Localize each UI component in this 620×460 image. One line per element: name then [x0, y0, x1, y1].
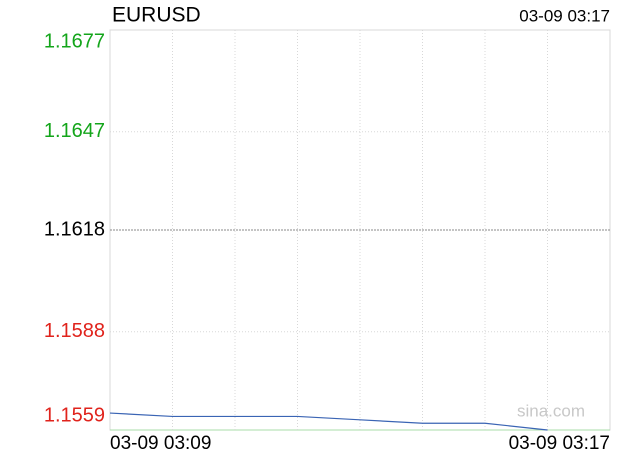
price-line [109, 412, 548, 431]
chart-title: EURUSD [112, 4, 201, 27]
timestamp: 03-09 03:17 [519, 6, 610, 25]
y-tick-label: 1.1559 [44, 404, 105, 426]
y-tick-label: 1.1647 [44, 120, 105, 142]
y-tick-label: 1.1618 [44, 218, 105, 240]
watermark: sina.com [517, 401, 585, 420]
y-tick-label: 1.1677 [44, 30, 105, 52]
y-tick-label: 1.1588 [44, 320, 105, 342]
x-tick-label: 03-09 03:17 [509, 433, 610, 454]
x-tick-label: 03-09 03:09 [110, 433, 211, 454]
